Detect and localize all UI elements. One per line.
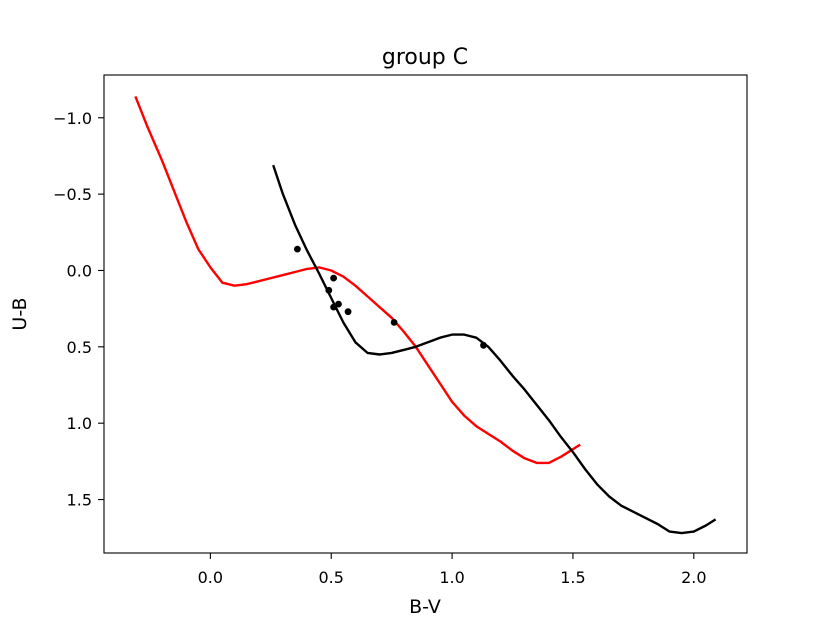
x-axis-label: B-V bbox=[409, 596, 441, 618]
x-tick-label: 2.0 bbox=[681, 568, 706, 587]
y-tick-label: 0.5 bbox=[67, 338, 92, 357]
data-point bbox=[390, 319, 398, 326]
x-tick-label: 1.5 bbox=[560, 568, 585, 587]
x-tick-label: 0.5 bbox=[318, 568, 343, 587]
data-point bbox=[344, 308, 352, 316]
y-tick-label: 1.0 bbox=[67, 414, 92, 433]
data-point bbox=[335, 300, 342, 308]
x-tick-label: 1.0 bbox=[439, 568, 464, 587]
y-tick-label: 1.5 bbox=[67, 491, 92, 510]
y-tick-label: −0.5 bbox=[53, 185, 92, 204]
data-point bbox=[480, 341, 487, 349]
series-line-black bbox=[272, 164, 717, 535]
x-axis: 0.0 0.5 1.0 1.5 2.0 bbox=[198, 553, 707, 587]
y-tick-label: −1.0 bbox=[53, 109, 92, 128]
plot-area bbox=[134, 95, 717, 535]
y-axis: −1.0 −0.5 0.0 0.5 1.0 1.5 bbox=[53, 109, 104, 510]
data-point bbox=[330, 274, 337, 282]
data-point bbox=[294, 245, 301, 253]
data-point bbox=[330, 303, 337, 311]
data-point bbox=[325, 286, 333, 294]
y-axis-label: U-B bbox=[9, 297, 31, 330]
chart-title: group C bbox=[382, 45, 468, 70]
x-tick-label: 0.0 bbox=[198, 568, 223, 587]
y-tick-label: 0.0 bbox=[67, 261, 92, 280]
series-line-red bbox=[134, 95, 581, 465]
plot-frame bbox=[103, 74, 748, 554]
